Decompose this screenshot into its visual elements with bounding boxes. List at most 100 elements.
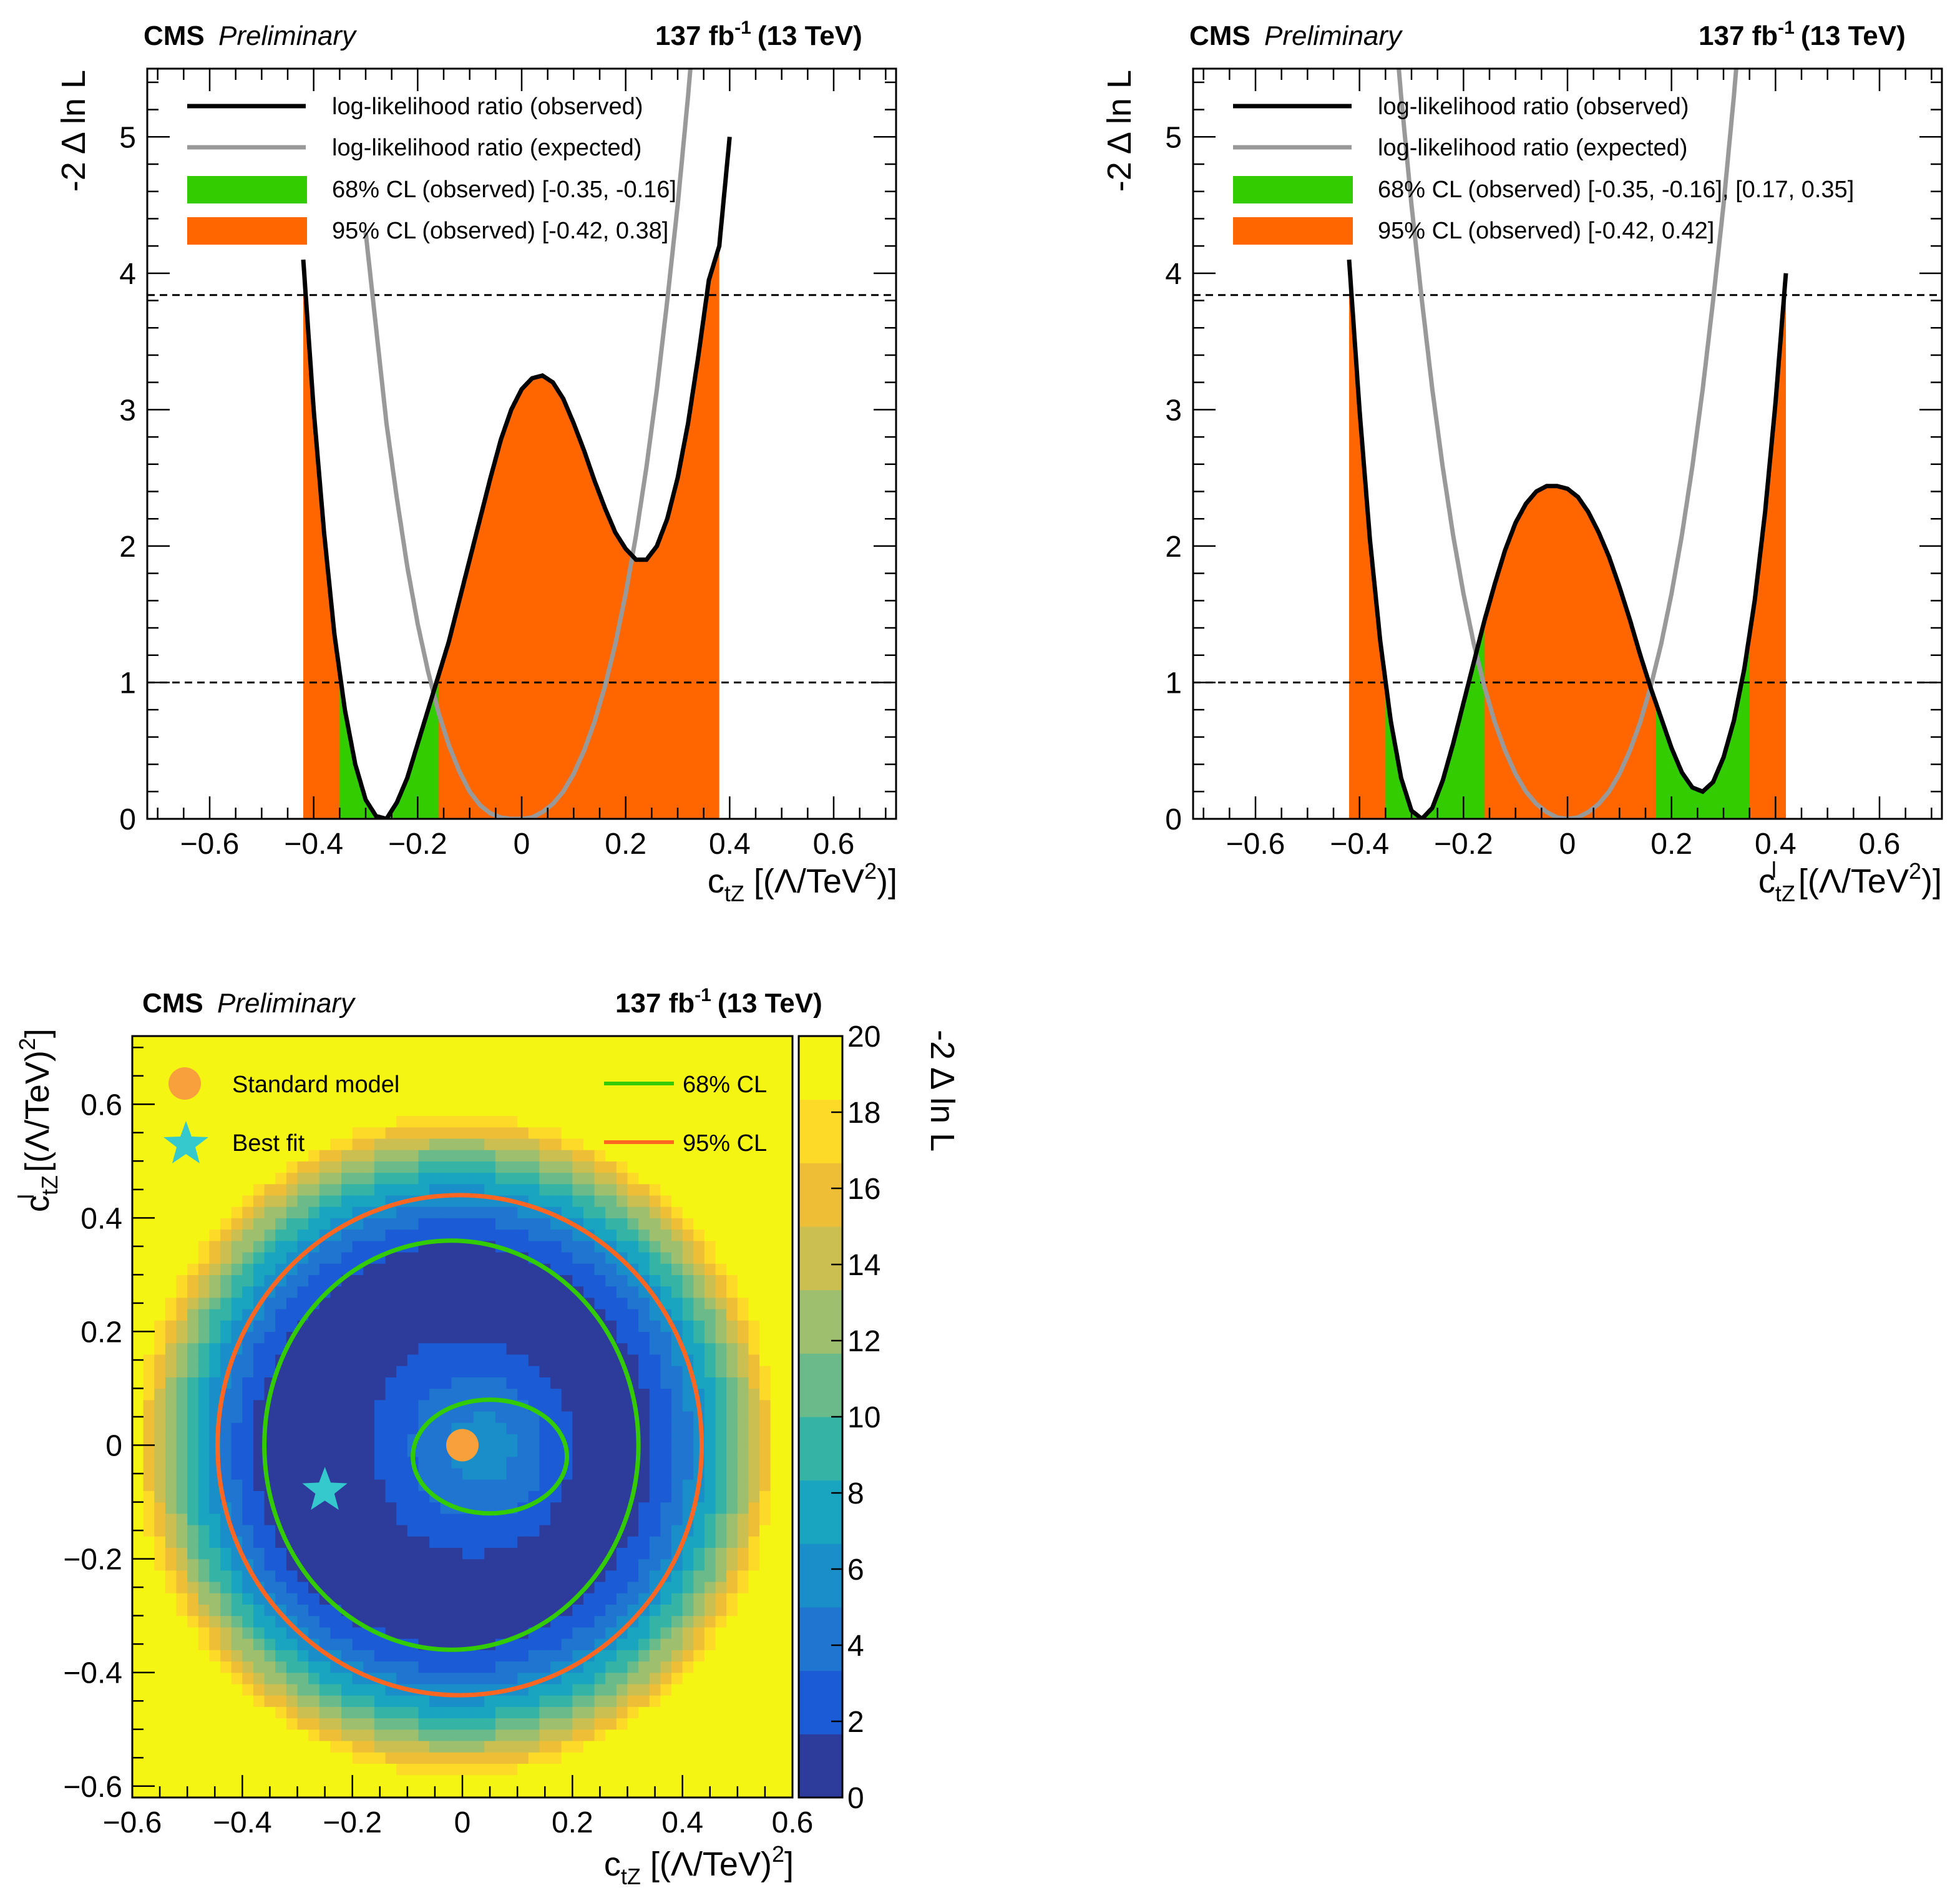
heatmap-cell — [198, 1150, 210, 1162]
heatmap-cell — [132, 1502, 144, 1514]
heatmap-cell — [209, 1502, 221, 1514]
heatmap-cell — [506, 1354, 518, 1366]
heatmap-cell — [451, 1081, 463, 1093]
heatmap-cell — [484, 1150, 496, 1162]
heatmap-cell — [781, 1456, 793, 1469]
heatmap-cell — [275, 1070, 287, 1082]
heatmap-cell — [286, 1422, 298, 1434]
heatmap-cell — [737, 1582, 749, 1593]
heatmap-cell — [209, 1661, 221, 1673]
heatmap-cell — [473, 1604, 485, 1617]
header-energy-top-left: (13 TeV) — [758, 21, 862, 51]
heatmap-cell — [308, 1252, 320, 1264]
heatmap-cell — [550, 1161, 562, 1173]
heatmap-cell — [682, 1093, 694, 1105]
heatmap-cell — [209, 1150, 221, 1162]
heatmap-cell — [154, 1161, 166, 1173]
heatmap-cell — [682, 1081, 694, 1093]
heatmap-cell — [473, 1081, 485, 1093]
heatmap-cell — [154, 1399, 166, 1412]
heatmap-cell — [374, 1070, 386, 1082]
heatmap-cell — [363, 1411, 375, 1423]
heatmap-cell — [561, 1479, 573, 1491]
heatmap-cell — [649, 1525, 661, 1537]
heatmap-cell — [748, 1479, 760, 1491]
heatmap-cell — [649, 1536, 661, 1548]
heatmap-cell — [132, 1604, 144, 1617]
heatmap-cell — [374, 1456, 386, 1469]
heatmap-cell — [418, 1263, 430, 1275]
heatmap-cell — [627, 1309, 639, 1321]
heatmap-cell — [616, 1638, 628, 1650]
heatmap-cell — [330, 1366, 342, 1377]
heatmap-cell — [396, 1138, 408, 1150]
heatmap-cell — [198, 1218, 210, 1230]
heatmap-cell — [220, 1672, 232, 1685]
heatmap-cell — [781, 1036, 793, 1048]
heatmap-cell — [715, 1206, 727, 1218]
heatmap-cell — [253, 1558, 265, 1571]
heatmap-cell — [385, 1138, 397, 1150]
heatmap-cell — [704, 1047, 716, 1059]
y-axis-label-post-bottom: ] — [19, 1029, 56, 1038]
heatmap-cell — [550, 1774, 562, 1787]
heatmap-cell — [704, 1718, 716, 1730]
heatmap-cell — [165, 1729, 177, 1741]
heatmap-cell — [484, 1479, 496, 1491]
heatmap-cell — [363, 1093, 375, 1105]
heatmap-cell — [649, 1388, 661, 1401]
heatmap-cell — [363, 1513, 375, 1525]
heatmap-cell — [660, 1388, 672, 1401]
y-tick-label-top-left: 2 — [119, 531, 136, 564]
heatmap-cell — [418, 1411, 430, 1423]
heatmap-cell — [770, 1786, 782, 1798]
heatmap-cell — [704, 1263, 716, 1275]
heatmap-cell — [253, 1786, 265, 1798]
heatmap-cell — [759, 1161, 771, 1173]
heatmap-cell — [165, 1115, 177, 1128]
heatmap-cell — [649, 1059, 661, 1071]
x-axis-label-sub-top-right: tZ — [1775, 881, 1795, 906]
heatmap-cell — [473, 1422, 485, 1434]
cl-bands-top-left — [303, 246, 719, 819]
heatmap-cell — [715, 1331, 727, 1344]
heatmap-cell — [275, 1218, 287, 1230]
heatmap-cell — [154, 1093, 166, 1105]
heatmap-cell — [682, 1138, 694, 1150]
heatmap-cell — [429, 1138, 441, 1150]
heatmap-cell — [176, 1036, 188, 1048]
heatmap-cell — [704, 1536, 716, 1548]
heatmap-cell — [264, 1172, 276, 1185]
heatmap-cell — [264, 1138, 276, 1150]
heatmap-cell — [715, 1593, 727, 1605]
heatmap-cell — [660, 1638, 672, 1650]
heatmap-cell — [253, 1183, 265, 1196]
heatmap-cell — [539, 1183, 551, 1196]
heatmap-cell — [418, 1297, 430, 1309]
heatmap-cell — [176, 1366, 188, 1377]
heatmap-cell — [462, 1252, 474, 1264]
heatmap-cell — [462, 1343, 474, 1355]
heatmap-cell — [231, 1263, 243, 1275]
heatmap-cell — [539, 1683, 551, 1696]
heatmap-cell — [264, 1206, 276, 1218]
heatmap-cell — [517, 1752, 529, 1764]
heatmap-cell — [495, 1161, 507, 1173]
heatmap-cell — [385, 1536, 397, 1548]
heatmap-cell — [363, 1229, 375, 1241]
heatmap-cell — [264, 1615, 276, 1628]
heatmap-cell — [308, 1547, 320, 1560]
heatmap-cell — [154, 1411, 166, 1423]
heatmap-cell — [770, 1547, 782, 1560]
heatmap-cell — [429, 1445, 441, 1457]
heatmap-cell — [242, 1104, 254, 1117]
heatmap-cell — [660, 1138, 672, 1150]
heatmap-cell — [385, 1525, 397, 1537]
heatmap-cell — [737, 1059, 749, 1071]
heatmap-cell — [748, 1456, 760, 1469]
heatmap-cell — [264, 1150, 276, 1162]
heatmap-cell — [451, 1729, 463, 1741]
heatmap-cell — [154, 1456, 166, 1469]
heatmap-cell — [737, 1752, 749, 1764]
heatmap-cell — [165, 1661, 177, 1673]
